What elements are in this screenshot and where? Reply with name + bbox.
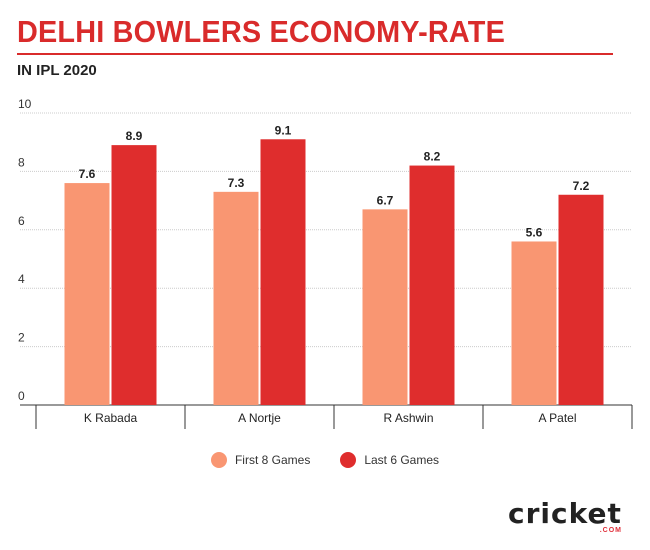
y-tick-label-2: 2 [18, 331, 25, 345]
chart-subtitle: IN IPL 2020 [17, 62, 97, 79]
legend-label-last-6: Last 6 Games [364, 453, 440, 467]
data-label-0-3: 5.6 [526, 225, 543, 239]
data-label-0-0: 7.6 [79, 167, 96, 181]
data-label-1-0: 8.9 [126, 129, 143, 143]
bar-1-1 [260, 139, 306, 405]
logo-suffix: .COM [599, 527, 622, 534]
data-label-1-1: 9.1 [275, 123, 292, 137]
legend-swatch-first-8 [210, 452, 227, 468]
legend-item-last-6: Last 6 Games [340, 452, 439, 468]
legend-item-first-8: First 8 Games [210, 452, 311, 468]
bar-0-0 [64, 183, 110, 405]
x-tick-label-2: R Ashwin [383, 411, 433, 425]
logo-wordmark: cricket [508, 497, 622, 530]
legend: First 8 Games Last 6 Games [0, 452, 650, 468]
x-tick-label-3: A Patel [538, 411, 576, 425]
bar-chart: 0 2 4 6 8 10 K Rabada 7.6 8.9 A Nortje 7.3 9.1 R Ash… [18, 97, 633, 429]
title-underline [17, 53, 613, 55]
x-tick-label-1: A Nortje [238, 411, 281, 425]
bar-1-3 [558, 194, 604, 405]
data-label-1-3: 7.2 [573, 179, 590, 193]
data-label-1-2: 8.2 [424, 150, 441, 164]
data-label-0-1: 7.3 [228, 176, 245, 190]
legend-label-first-8: First 8 Games [234, 453, 311, 467]
bar-0-1 [213, 191, 259, 405]
y-tick-label-10: 10 [18, 97, 32, 111]
cricket-com-logo: cricket .COM [508, 497, 626, 537]
chart-title: DELHI BOWLERS ECONOMY-RATE [17, 14, 506, 49]
y-tick-label-6: 6 [18, 214, 25, 228]
y-tick-label-8: 8 [18, 155, 25, 169]
x-tick-label-0: K Rabada [84, 411, 138, 425]
y-tick-label-0: 0 [18, 389, 25, 403]
legend-swatch-last-6 [340, 452, 357, 468]
bar-1-0 [111, 145, 157, 405]
bar-0-2 [362, 209, 408, 405]
bar-0-3 [511, 241, 557, 405]
y-tick-label-4: 4 [18, 272, 25, 286]
data-label-0-2: 6.7 [377, 193, 394, 207]
bar-1-2 [409, 165, 455, 405]
